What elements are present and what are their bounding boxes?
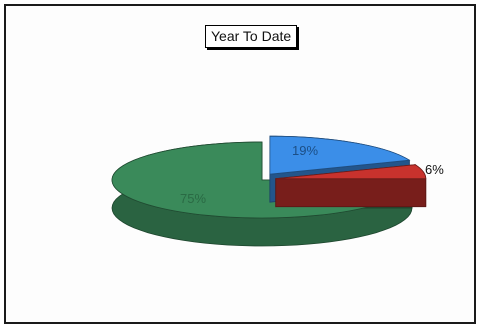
pie-face-1-1: [275, 178, 427, 208]
pie-label-0: 19%: [292, 143, 318, 158]
chart-title: Year To Date: [205, 25, 298, 48]
pie-label-1: 6%: [425, 162, 444, 177]
pie-top-0: [269, 135, 411, 175]
pie-label-2: 75%: [180, 191, 206, 206]
pie-slice-1: [275, 164, 427, 208]
pie-top-1: [275, 164, 427, 180]
